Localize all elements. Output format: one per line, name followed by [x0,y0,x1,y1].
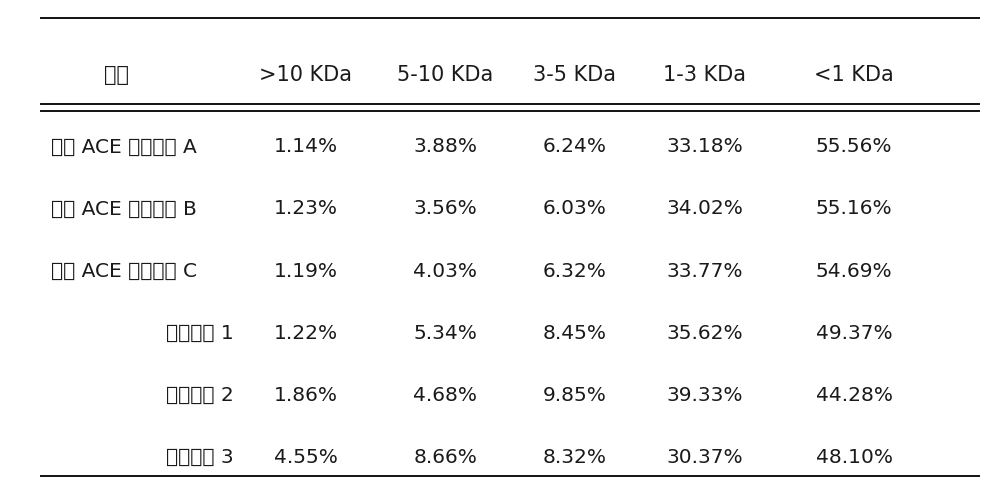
Text: 8.45%: 8.45% [543,324,607,343]
Text: 6.32%: 6.32% [543,262,607,280]
Text: 1-3 KDa: 1-3 KDa [663,65,746,85]
Text: 34.02%: 34.02% [666,200,743,218]
Text: 49.37%: 49.37% [816,324,892,343]
Text: 1.23%: 1.23% [274,200,338,218]
Text: 6.24%: 6.24% [543,137,607,156]
Text: 1.22%: 1.22% [273,324,338,343]
Text: 3.56%: 3.56% [413,200,477,218]
Text: 大豆 ACE 抑制肽粉 C: 大豆 ACE 抑制肽粉 C [51,262,197,280]
Text: 1.86%: 1.86% [274,385,338,405]
Text: 4.68%: 4.68% [413,385,477,405]
Text: 3.88%: 3.88% [413,137,477,156]
Text: 大豆 ACE 抑制肽粉 B: 大豆 ACE 抑制肽粉 B [51,200,197,218]
Text: 8.66%: 8.66% [413,448,477,467]
Text: 大豆 ACE 抑制肽粉 A: 大豆 ACE 抑制肽粉 A [51,137,197,156]
Text: 1.19%: 1.19% [274,262,338,280]
Text: 4.03%: 4.03% [413,262,477,280]
Text: 33.77%: 33.77% [666,262,743,280]
Text: 1.14%: 1.14% [273,137,338,156]
Text: 30.37%: 30.37% [666,448,743,467]
Text: 大豆肽粉 2: 大豆肽粉 2 [166,385,234,405]
Text: 3-5 KDa: 3-5 KDa [533,65,616,85]
Text: 样品: 样品 [104,65,129,85]
Text: 大豆肽粉 3: 大豆肽粉 3 [166,448,234,467]
Text: 9.85%: 9.85% [543,385,607,405]
Text: 55.16%: 55.16% [816,200,892,218]
Text: 33.18%: 33.18% [666,137,743,156]
Text: <1 KDa: <1 KDa [814,65,894,85]
Text: 8.32%: 8.32% [543,448,607,467]
Text: 5.34%: 5.34% [413,324,477,343]
Text: 55.56%: 55.56% [816,137,892,156]
Text: >10 KDa: >10 KDa [259,65,352,85]
Text: 44.28%: 44.28% [816,385,893,405]
Text: 大豆肽粉 1: 大豆肽粉 1 [166,324,234,343]
Text: 39.33%: 39.33% [666,385,743,405]
Text: 4.55%: 4.55% [274,448,337,467]
Text: 35.62%: 35.62% [666,324,743,343]
Text: 48.10%: 48.10% [816,448,893,467]
Text: 5-10 KDa: 5-10 KDa [397,65,493,85]
Text: 54.69%: 54.69% [816,262,892,280]
Text: 6.03%: 6.03% [543,200,607,218]
